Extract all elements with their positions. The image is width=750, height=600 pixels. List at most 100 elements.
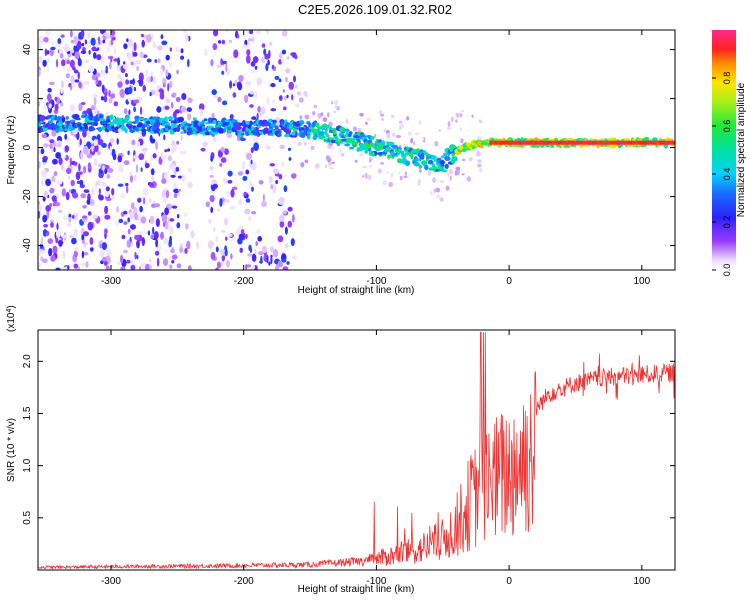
ridge-core: [579, 140, 583, 145]
noise-blob: [156, 106, 162, 113]
noise-blob: [152, 76, 156, 82]
noise-blob: [83, 80, 86, 85]
ridge-cell: [374, 145, 382, 152]
noise-blob: [419, 169, 422, 173]
noise-blob: [132, 78, 136, 85]
noise-blob: [292, 214, 295, 223]
noise-blob: [187, 181, 193, 188]
noise-blob: [190, 230, 195, 239]
noise-blob: [155, 238, 159, 248]
noise-blob: [359, 152, 364, 157]
ridge-cell: [445, 155, 450, 161]
ridge-cell: [404, 160, 411, 166]
noise-blob: [407, 131, 413, 137]
noise-blob: [126, 185, 129, 194]
noise-blob: [219, 198, 223, 207]
noise-blob: [78, 81, 82, 89]
noise-blob: [154, 203, 161, 208]
ridge-core: [544, 140, 548, 145]
noise-blob: [173, 193, 178, 199]
ridge-core: [600, 140, 604, 145]
noise-blob: [180, 135, 183, 141]
ridge-core: [643, 140, 647, 145]
noise-blob: [210, 59, 214, 67]
noise-blob: [38, 204, 42, 212]
noise-blob: [181, 93, 187, 100]
noise-blob: [42, 59, 47, 67]
noise-blob: [42, 158, 47, 164]
x-tick-label: -100: [366, 576, 386, 587]
noise-blob: [455, 166, 461, 171]
noise-blob: [216, 64, 222, 68]
noise-blob: [220, 229, 226, 233]
noise-blob: [130, 224, 136, 230]
noise-blob: [333, 110, 337, 114]
ridge-cell: [315, 122, 320, 128]
noise-blob: [261, 56, 266, 64]
noise-blob: [117, 57, 120, 66]
noise-blob: [115, 221, 119, 227]
noise-blob: [403, 143, 406, 148]
noise-blob: [279, 214, 285, 222]
noise-blob: [45, 178, 51, 187]
noise-blob: [79, 179, 84, 186]
noise-blob: [390, 114, 395, 119]
x-tick-label: 100: [633, 276, 650, 287]
noise-blob: [98, 194, 104, 201]
noise-blob: [160, 231, 164, 240]
ridge-core: [558, 140, 562, 145]
ridge-core: [587, 140, 591, 145]
noise-blob: [246, 264, 252, 268]
noise-blob: [231, 186, 238, 191]
noise-blob: [51, 175, 55, 182]
noise-blob: [237, 171, 244, 176]
noise-blob: [254, 65, 258, 70]
noise-blob: [46, 57, 50, 64]
noise-blob: [93, 139, 98, 146]
noise-blob: [228, 233, 233, 237]
ridge-core: [510, 140, 514, 145]
ridge-cell: [418, 165, 423, 169]
ridge-cell: [164, 122, 171, 126]
noise-blob: [281, 49, 287, 55]
noise-blob: [414, 132, 420, 136]
noise-blob: [238, 74, 244, 82]
noise-blob: [150, 176, 155, 182]
noise-blob: [254, 91, 258, 100]
ridge-cell: [90, 127, 96, 131]
noise-blob: [251, 186, 254, 192]
noise-blob: [136, 59, 142, 65]
noise-blob: [180, 106, 187, 113]
spectrogram-noise: [38, 30, 483, 270]
noise-blob: [153, 43, 157, 49]
noise-blob: [459, 113, 463, 118]
noise-blob: [209, 165, 214, 171]
noise-blob: [100, 56, 105, 64]
noise-blob: [134, 174, 137, 181]
ridge-cell: [380, 140, 386, 146]
noise-blob: [92, 214, 98, 219]
noise-blob: [336, 105, 340, 111]
ridge-cell: [109, 114, 114, 120]
noise-blob: [255, 240, 258, 247]
noise-blob: [116, 138, 119, 145]
snr-exponent-label: (x104): [6, 305, 17, 332]
ridge-cell: [235, 125, 242, 130]
noise-blob: [41, 250, 45, 254]
noise-blob: [123, 43, 128, 50]
noise-blob: [274, 75, 280, 80]
noise-blob: [157, 243, 162, 252]
y-tick-label: -20: [22, 189, 33, 204]
noise-blob: [224, 148, 229, 155]
noise-blob: [310, 145, 315, 150]
noise-blob: [50, 222, 54, 228]
noise-blob: [448, 168, 454, 175]
ridge-core: [606, 140, 609, 145]
noise-blob: [139, 263, 143, 267]
noise-blob: [64, 145, 69, 153]
noise-blob: [258, 180, 264, 185]
noise-blob: [69, 59, 75, 69]
noise-blob: [120, 193, 125, 198]
noise-blob: [50, 46, 56, 51]
noise-blob: [60, 53, 64, 59]
